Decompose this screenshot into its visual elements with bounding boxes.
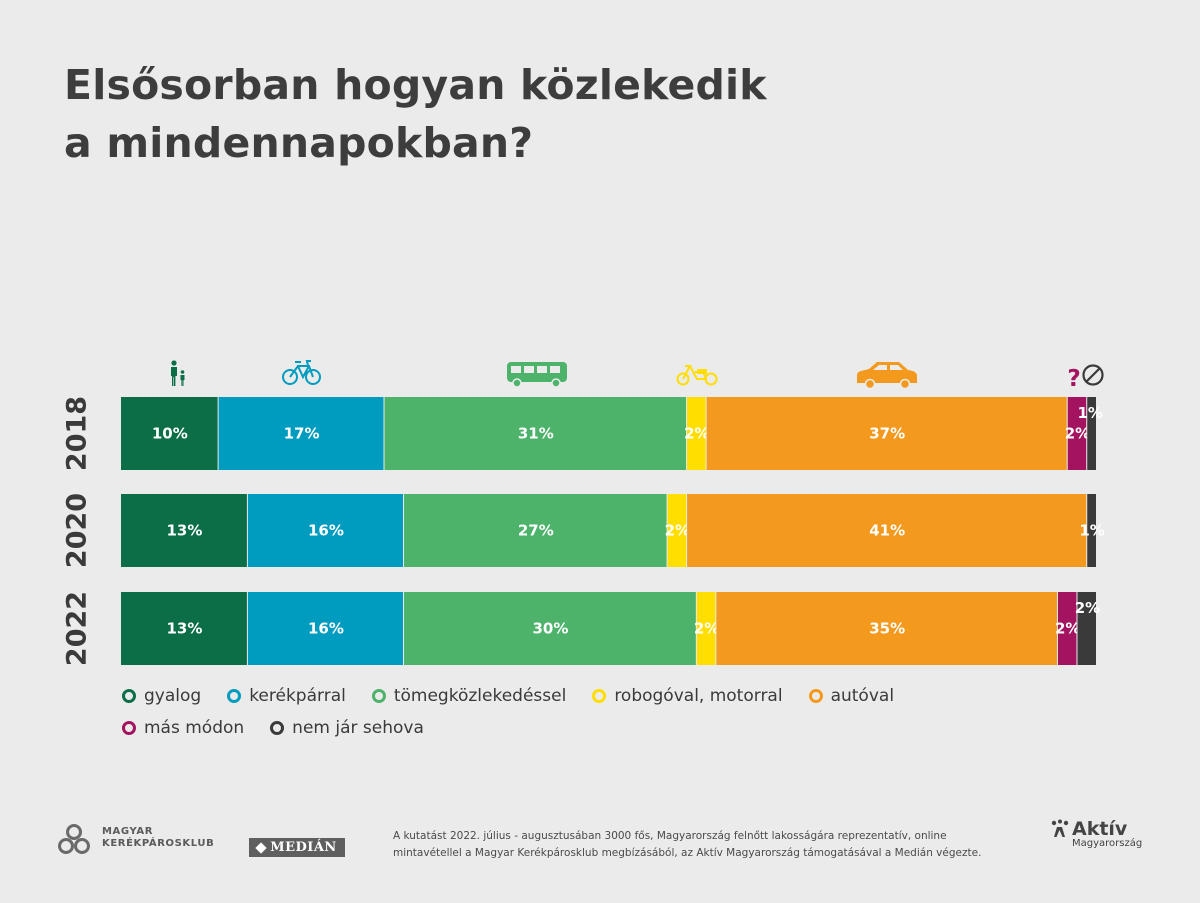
bar-label-2020-2: 27% [518,522,554,540]
legend-item: gyalog [122,684,201,708]
legend-item: tömegközlekedéssel [371,684,567,708]
footnote-line-1: A kutatást 2022. július - augusztusában … [393,830,947,842]
median-logo: MEDIÁN [249,838,345,857]
aktiv-logo-sub: Magyarország [1072,838,1143,849]
svg-text:?: ? [1067,366,1080,392]
chart-title: Elsősorban hogyan közlekedik a mindennap… [64,56,767,172]
bar-segment-2022-1 [247,592,404,665]
footnote: A kutatást 2022. július - augusztusában … [393,828,1003,862]
bar-label-2020-4: 41% [869,522,905,540]
bar-segment-2022-2 [404,592,696,665]
pedestrian-icon [171,360,185,386]
bar-segment-2020-6 [1087,494,1096,567]
bar-segment-2020-2 [404,494,667,567]
bar-segment-2020-0 [121,494,247,567]
bar-segment-2022-0 [121,592,247,665]
year-label-2018: 2018 [62,396,93,471]
legend-label: gyalog [144,686,202,706]
bar-label-2022-3: 2% [694,620,719,638]
scooter-icon [676,365,718,386]
legend-marker-icon [592,689,607,703]
bus-icon [507,362,567,388]
bar-segment-2018-3 [687,397,706,470]
legend-label: tömegközlekedéssel [393,686,567,706]
bar-label-2022-5: 2% [1055,620,1080,638]
legend-label: nem jár sehova [292,718,424,738]
legend-label: kerékpárral [249,686,346,706]
median-logo-text: MEDIÁN [270,840,337,855]
aktiv-logo-word: Aktív [1072,818,1128,840]
year-label-2022: 2022 [62,591,93,666]
legend-label: más módon [144,718,245,738]
bar-segment-2018-1 [218,397,384,470]
legend-marker-icon [227,689,242,703]
bar-segment-2018-2 [384,397,687,470]
bar-label-2020-0: 13% [166,522,202,540]
magyar-kerekparosklub-logo: MAGYAR KERÉKPÁROSKLUB [56,820,214,856]
bar-segment-2020-3 [667,494,687,567]
legend-item: nem jár sehova [270,716,424,740]
bar-segment-2020-1 [247,494,404,567]
legend-marker-icon [808,689,823,703]
legend-marker-icon [371,689,386,703]
legend-item: robogóval, motorral [592,684,783,708]
bar-label-2018-6: 1% [1078,404,1103,422]
year-label-2020: 2020 [62,493,93,568]
legend-item: kerékpárral [227,684,346,708]
bar-segment-2018-6 [1087,397,1096,470]
bar-segment-2018-0 [121,397,218,470]
bar-label-2022-4: 35% [869,620,905,638]
bar-segment-2018-4 [706,397,1067,470]
bar-segment-2020-4 [687,494,1087,567]
legend-marker-icon [270,721,285,735]
aktiv-magyarorszag-logo: Aktív Magyarország [1050,818,1160,849]
aktiv-figure-icon [1051,819,1069,837]
legend-item: autóval [808,684,895,708]
bar-label-2018-4: 37% [869,425,905,443]
car-icon [857,362,917,390]
bar-segment-2022-6 [1077,592,1096,665]
mk-logo-line-2: KERÉKPÁROSKLUB [102,838,215,849]
bar-label-2018-2: 31% [518,425,554,443]
bicycle-icon [282,360,321,385]
bar-segment-2022-5 [1057,592,1077,665]
bar-label-2020-1: 16% [308,522,344,540]
bar-label-2018-0: 10% [152,425,188,443]
bar-label-2020-6: 1% [1079,522,1104,540]
stacked-bar-chart: ? 2018 10% 17% 31% 2% 37% 2% 1% 2020 13% 16% 27% 2% 4… [62,360,1105,666]
no-entry-icon [1082,364,1104,386]
chart-title-line-2: a mindennapokban? [64,119,534,167]
bar-label-2018-3: 2% [684,425,709,443]
bar-label-2022-2: 30% [532,620,568,638]
kerekparosklub-rings-icon [58,824,90,854]
footnote-line-2: mintavétellel a Magyar Kerékpárosklub me… [393,847,982,859]
legend-marker-icon [122,721,136,735]
legend-item: más módon [122,716,244,740]
bar-segment-2018-5 [1067,397,1087,470]
bar-segment-2022-3 [696,592,716,665]
bar-label-2018-1: 17% [284,425,320,443]
legend-marker-icon [122,689,136,703]
legend-label: autóval [830,686,895,706]
bar-label-2022-0: 13% [166,620,202,638]
legend: gyalog kerékpárral tömegközlekedéssel robog… [122,684,1022,740]
bar-label-2022-6: 2% [1075,599,1100,617]
mk-logo-line-1: MAGYAR [102,826,154,837]
bar-segment-2022-4 [716,592,1057,665]
bar-label-2022-1: 16% [308,620,344,638]
question-mark-icon: ? [1067,366,1080,392]
median-diamond-icon [255,841,267,854]
bar-label-2020-3: 2% [665,522,690,540]
chart-title-line-1: Elsősorban hogyan közlekedik [64,61,767,109]
legend-label: robogóval, motorral [614,686,783,706]
bar-label-2018-5: 2% [1065,425,1090,443]
